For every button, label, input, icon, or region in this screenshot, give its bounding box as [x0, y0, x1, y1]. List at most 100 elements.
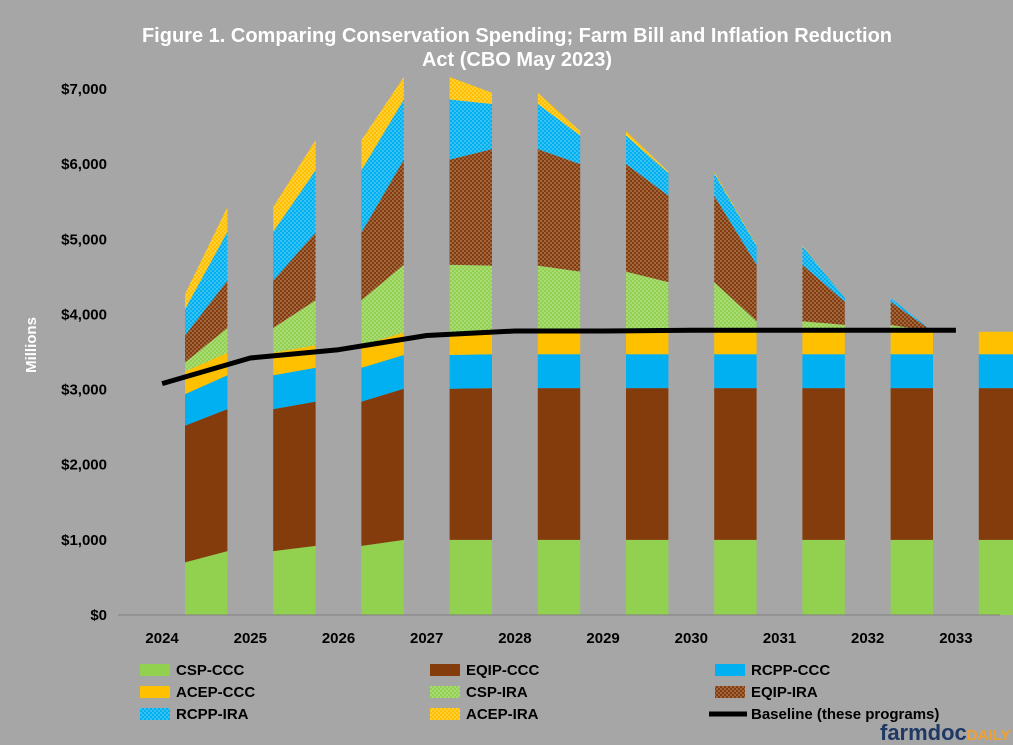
- x-tick-label: 2033: [939, 630, 972, 647]
- bar-segment-csp-ira: [185, 328, 228, 372]
- bar-segment-rcpp-ccc: [361, 355, 404, 402]
- bar-segment-rcpp-ira: [449, 99, 492, 160]
- bar-segment-acep-ccc: [185, 352, 228, 395]
- bar-segment-csp-ira: [537, 265, 581, 332]
- bar-segment-rcpp-ira: [714, 173, 757, 265]
- bar-segment-acep-ccc: [714, 331, 757, 355]
- bar-segment-eqip-ccc: [890, 388, 933, 540]
- bar-segment-acep-ccc: [978, 331, 1013, 355]
- x-tick-label: 2031: [763, 630, 796, 647]
- legend-label: EQIP-CCC: [466, 662, 540, 679]
- bar-segment-acep-ccc: [890, 331, 933, 355]
- bar-segment-acep-ira: [714, 171, 757, 246]
- legend-label: CSP-IRA: [466, 684, 528, 701]
- y-tick-label: $6,000: [61, 156, 107, 173]
- y-tick-label: $5,000: [61, 231, 107, 248]
- bar-segment-acep-ira: [537, 92, 581, 136]
- x-axis-ticks: 2024 2025 2026 2027 2028 2029 2030 2031 2032 2033: [145, 630, 972, 647]
- legend-swatch: [715, 686, 745, 698]
- x-tick-label: 2025: [234, 630, 267, 647]
- bar-segment-csp-ccc: [185, 551, 228, 615]
- bar-segment-rcpp-ccc: [802, 354, 845, 389]
- legend-swatch: [715, 664, 745, 676]
- bar-segment-csp-ccc: [890, 539, 933, 615]
- chart-title-line-2: Act (CBO May 2023): [422, 49, 612, 71]
- watermark-logo: farmdocDAILY: [880, 720, 1010, 745]
- bar-segment-rcpp-ira: [802, 246, 845, 302]
- baseline-line: [161, 327, 956, 387]
- bar-segment-eqip-ccc: [361, 388, 404, 546]
- bar-segment-eqip-ccc: [449, 388, 492, 540]
- y-tick-label: $2,000: [61, 457, 107, 474]
- legend-label: Baseline (these programs): [751, 706, 939, 723]
- bar-segment-acep-ccc: [802, 331, 845, 355]
- watermark-text-farmdoc: farmdoc: [880, 720, 967, 745]
- x-tick-label: 2027: [410, 630, 443, 647]
- y-axis-label: Millions: [23, 317, 40, 373]
- bar-segment-acep-ira: [626, 131, 669, 174]
- bar-segment-rcpp-ccc: [714, 354, 757, 389]
- legend-label: RCPP-IRA: [176, 706, 249, 723]
- bar-segment-rcpp-ira: [361, 99, 404, 233]
- bar-segment-eqip-ira: [537, 149, 581, 272]
- watermark-text-daily: DAILY: [967, 727, 1011, 744]
- bar-segment-acep-ira: [273, 140, 316, 232]
- bar-segment-rcpp-ccc: [890, 354, 933, 389]
- bar-segment-acep-ira: [449, 77, 492, 104]
- legend: CSP-CCC EQIP-CCC RCPP-CCC ACEP-CCC CSP-IRA EQ…: [140, 662, 939, 723]
- y-tick-label: $0: [90, 607, 107, 624]
- bar-segment-csp-ccc: [361, 539, 404, 615]
- x-tick-label: 2028: [498, 630, 531, 647]
- bar-segment-csp-ccc: [978, 539, 1013, 615]
- bar-segment-acep-ccc: [449, 331, 492, 355]
- bar-segment-csp-ccc: [714, 539, 757, 615]
- bar-segment-csp-ira: [361, 264, 404, 346]
- bar-segment-eqip-ccc: [626, 388, 669, 540]
- bar-segment-eqip-ira: [449, 149, 492, 266]
- legend-swatch: [430, 708, 460, 720]
- legend-label: EQIP-IRA: [751, 684, 818, 701]
- baseline-series: [161, 327, 956, 387]
- bar-segment-rcpp-ccc: [273, 367, 316, 410]
- y-tick-label: $3,000: [61, 382, 107, 399]
- bar-segment-acep-ccc: [626, 331, 669, 355]
- legend-label: RCPP-CCC: [751, 662, 830, 679]
- legend-swatch: [430, 664, 460, 676]
- bars: [185, 77, 1013, 615]
- bar-segment-acep-ccc: [537, 331, 581, 355]
- bar-segment-eqip-ira: [626, 164, 669, 283]
- bar-segment-acep-ira: [802, 245, 845, 298]
- legend-swatch: [430, 686, 460, 698]
- bar-segment-rcpp-ira: [185, 231, 228, 336]
- bar-segment-rcpp-ira: [890, 297, 933, 332]
- bar-segment-eqip-ira: [714, 195, 757, 322]
- y-tick-label: $4,000: [61, 306, 107, 323]
- chart-title: Figure 1. Comparing Conservation Spendin…: [142, 25, 892, 71]
- x-tick-label: 2029: [586, 630, 619, 647]
- legend-label: ACEP-CCC: [176, 684, 255, 701]
- bar-segment-rcpp-ccc: [626, 354, 669, 389]
- bar-segment-eqip-ira: [185, 280, 228, 363]
- bar-segment-rcpp-ccc: [449, 354, 492, 389]
- bar-segment-eqip-ccc: [537, 388, 581, 540]
- y-tick-label: $7,000: [61, 81, 107, 98]
- bar-segment-eqip-ccc: [978, 388, 1013, 540]
- bar-segment-eqip-ccc: [273, 401, 316, 552]
- x-tick-label: 2026: [322, 630, 355, 647]
- bar-segment-acep-ira: [185, 207, 228, 310]
- bar-segment-rcpp-ira: [537, 104, 581, 165]
- legend-swatch: [140, 708, 170, 720]
- bar-segment-csp-ira: [626, 271, 669, 332]
- legend-label: ACEP-IRA: [466, 706, 539, 723]
- svg-text:farmdocDAILY: farmdocDAILY: [880, 720, 1010, 745]
- bar-segment-csp-ccc: [626, 539, 669, 615]
- bar-segment-rcpp-ccc: [537, 354, 581, 389]
- bar-segment-csp-ccc: [273, 545, 316, 615]
- bar-segment-eqip-ccc: [185, 409, 228, 563]
- x-tick-label: 2032: [851, 630, 884, 647]
- bar-segment-eqip-ira: [273, 232, 316, 328]
- chart-title-line-1: Figure 1. Comparing Conservation Spendin…: [142, 25, 892, 47]
- bar-segment-eqip-ira: [802, 264, 845, 325]
